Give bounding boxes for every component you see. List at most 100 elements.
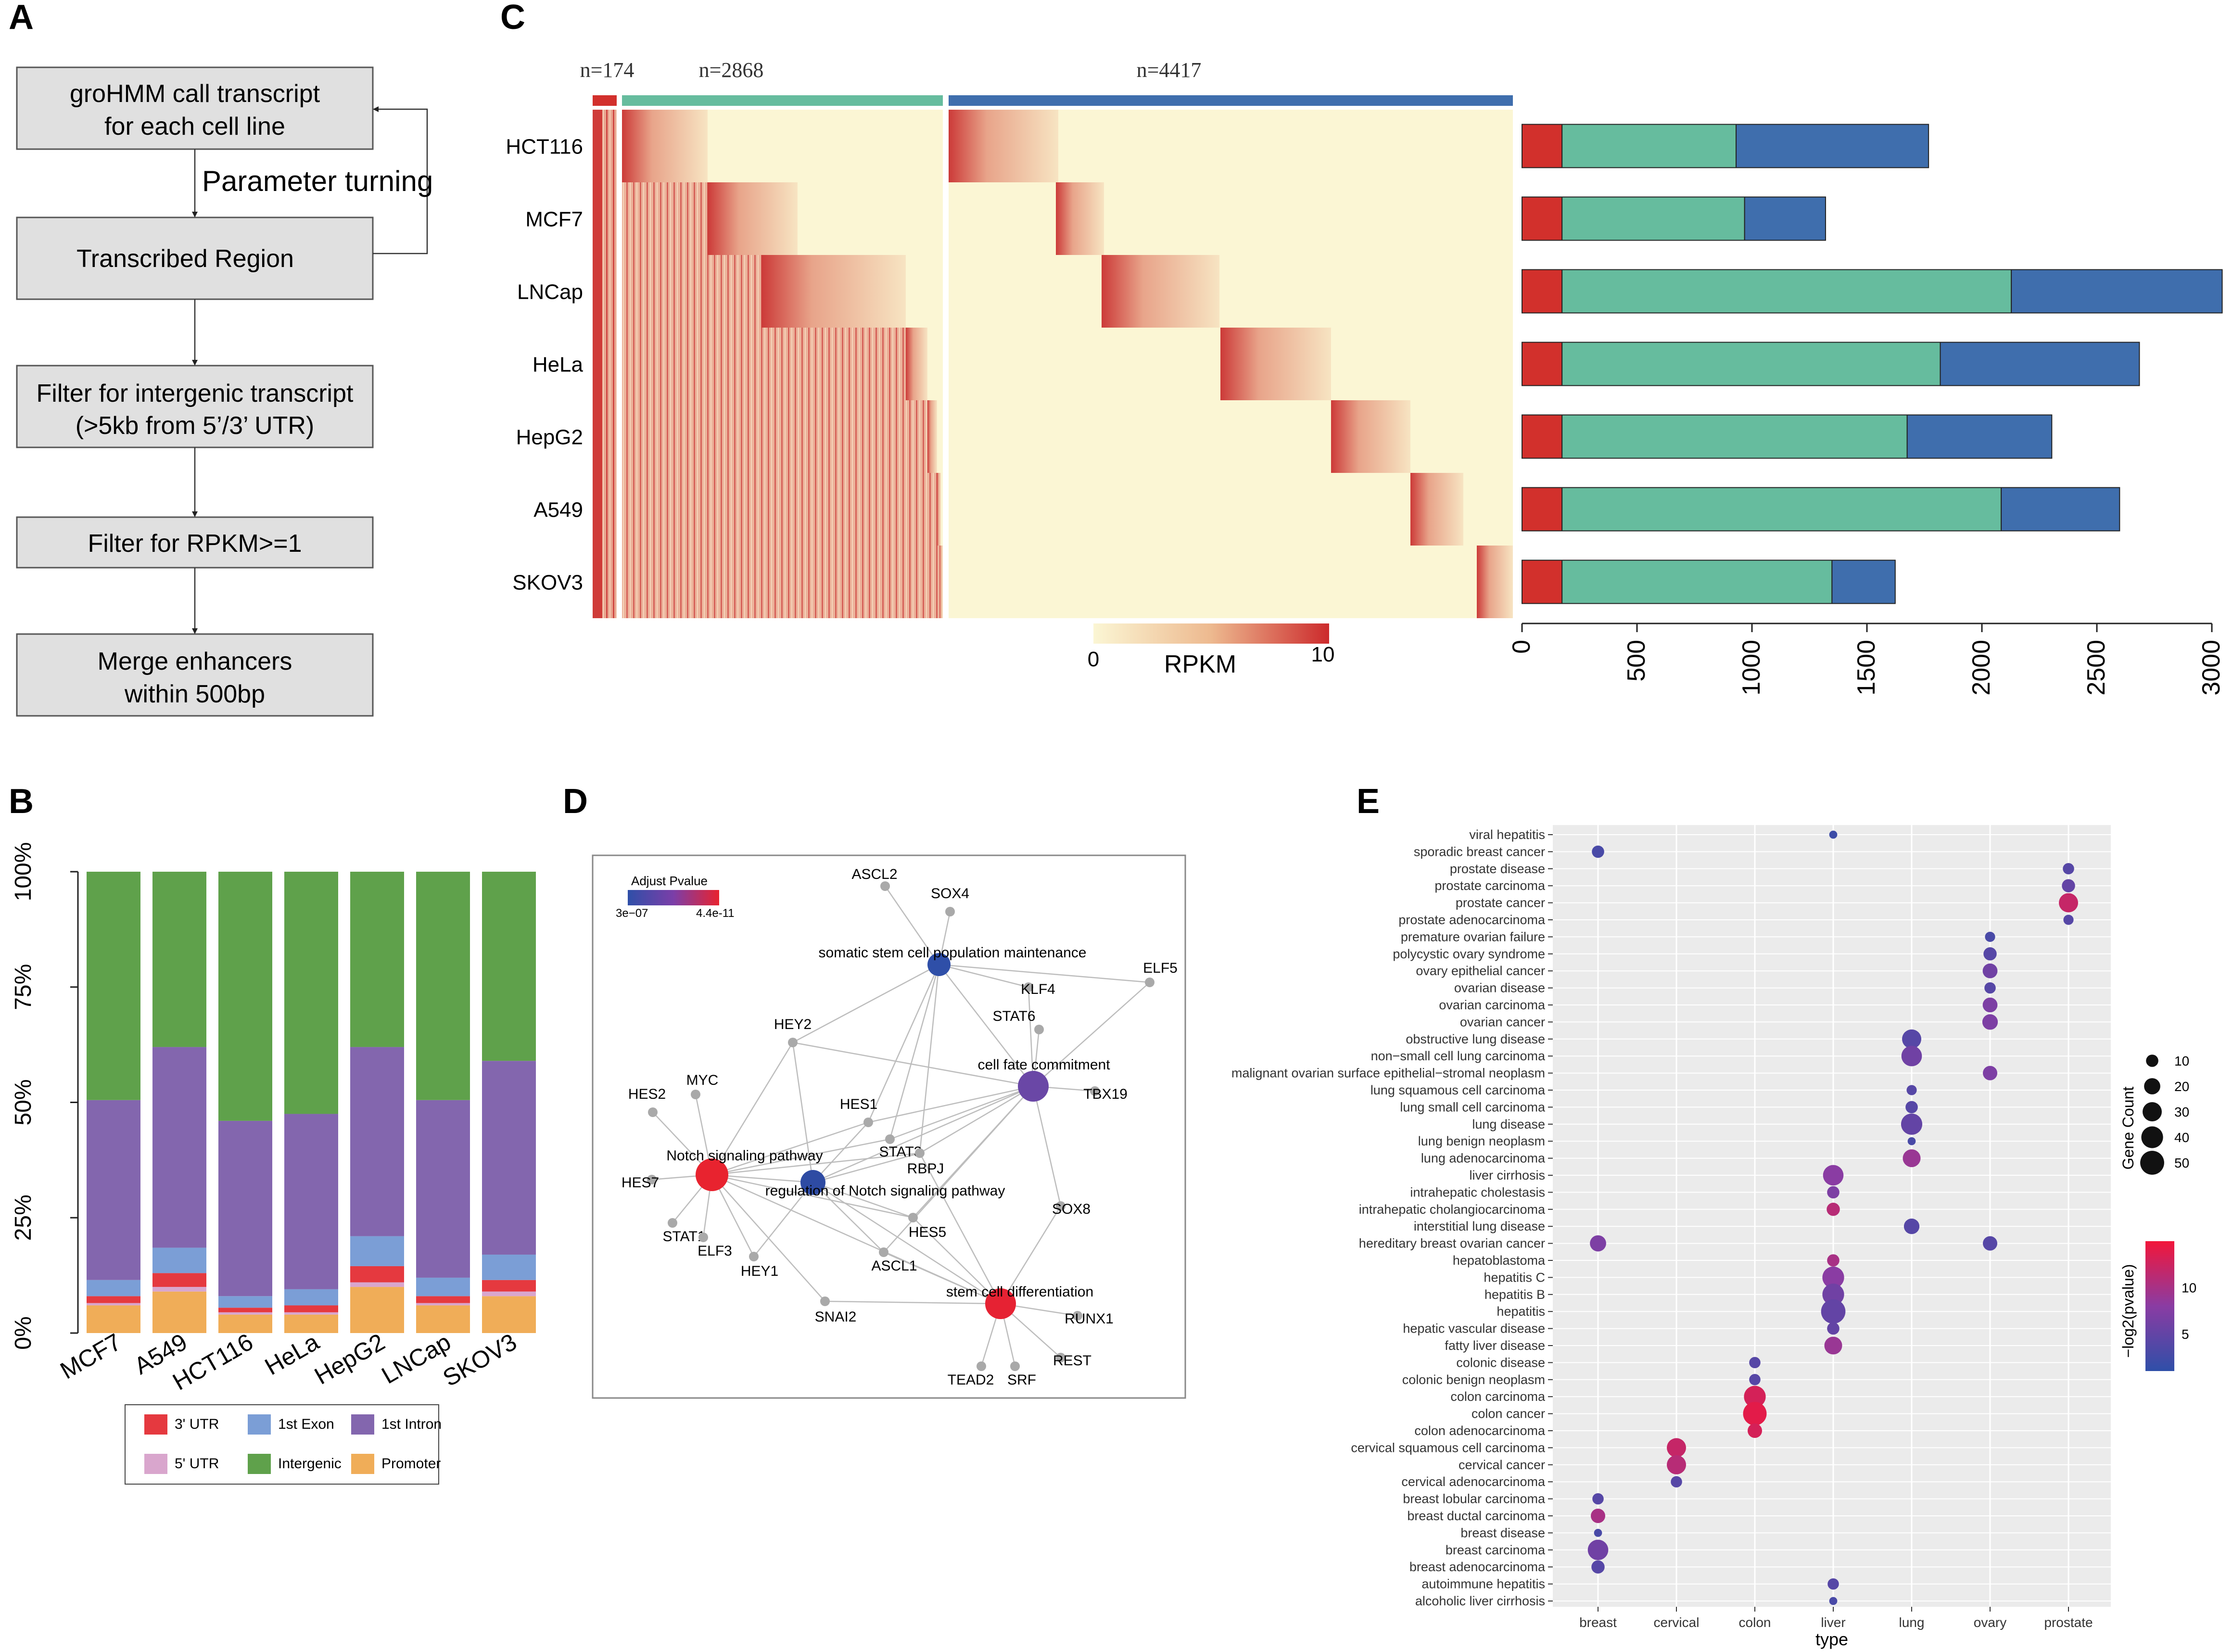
heatmap-group2-row-4 (622, 400, 937, 473)
panel-letter-c: C (500, 0, 525, 37)
network-edge-33 (753, 1182, 813, 1257)
y-label-12: obstructive lung disease (1406, 1032, 1545, 1046)
size-legend-label-50: 50 (2174, 1156, 2189, 1170)
gene-label-RUNX1: RUNX1 (1065, 1311, 1114, 1327)
x-label-HepG2: HepG2 (310, 1328, 389, 1390)
dot-11 (1982, 1014, 1998, 1030)
network-edge-4 (792, 964, 939, 1043)
dot-39 (1671, 1476, 1682, 1487)
bar-LNCap-Promoter (416, 1305, 470, 1333)
panel-d-network: Adjust Pvalue 3e−07 4.4e-11 ASCL2 SOX4 ELF5 KL… (592, 854, 1186, 1399)
dot-40 (1592, 1493, 1604, 1505)
flowchart: groHMM call transcript for each cell lin… (16, 66, 433, 717)
loop-arrow (373, 106, 428, 254)
bar-LNCap-3' UTR (416, 1296, 470, 1303)
x-label-MCF7: MCF7 (56, 1328, 126, 1385)
legend-label-5: Promoter (381, 1456, 441, 1472)
bar-MCF7-Intergenic (87, 872, 140, 1100)
network-edge-11 (792, 1042, 1034, 1087)
panel-letter-e: E (1357, 782, 1380, 821)
bar-SKOV3-1st Intron (482, 1061, 536, 1255)
panel-e-dotplot: viral hepatitis sporadic breast cancer pro… (1231, 825, 2196, 1649)
color-legend-tick-5: 5 (2182, 1327, 2189, 1342)
gene-node-HEY1 (749, 1252, 759, 1261)
network-hub-edge-2 (939, 964, 1034, 1087)
network-edge-27 (711, 1138, 890, 1176)
bar-HepG2-1st Intron (350, 1047, 404, 1236)
y-label-26: hepatitis C (1484, 1270, 1545, 1284)
heatmap-group2-row-3 (622, 328, 927, 400)
panel-letter-b: B (9, 782, 34, 821)
row-label-HeLa: HeLa (533, 353, 584, 377)
gene-label-STAT6: STAT6 (993, 1008, 1036, 1024)
x-tick-label-2000: 2000 (1967, 640, 1995, 696)
network-edge-26 (711, 1121, 869, 1176)
y-label-11: ovarian cancer (1460, 1015, 1545, 1029)
y-label-18: lung benign neoplasm (1418, 1134, 1545, 1148)
y-label-29: hepatic vascular disease (1403, 1322, 1545, 1336)
color-legend-tick-10: 10 (2182, 1280, 2196, 1295)
gene-label-TEAD2: TEAD2 (948, 1372, 994, 1388)
y-label-2: prostate disease (1450, 862, 1545, 876)
y-label-22: intrahepatic cholangiocarcinoma (1359, 1202, 1546, 1217)
size-legend-label-10: 10 (2174, 1054, 2189, 1068)
cell-line-count-bars: 0 500 1000 1500 2000 2500 3000 (1508, 124, 2225, 696)
bar-HepG2-2 (1906, 414, 2053, 459)
legend-swatch-4 (248, 1454, 271, 1474)
dot-19 (1903, 1149, 1921, 1168)
network-edge-13 (868, 1085, 1034, 1123)
dot-0 (1829, 830, 1838, 839)
dot-3 (2062, 879, 2075, 892)
size-legend-dot-50 (2140, 1151, 2164, 1175)
heatmap-group2-diag-4 (927, 400, 937, 473)
gene-label-HEY1: HEY1 (741, 1263, 778, 1279)
network-hub-edge-4 (812, 1182, 1001, 1305)
y-label-14: malignant ovarian surface epithelial−str… (1231, 1066, 1545, 1080)
y-label-10: ovarian carcinoma (1439, 998, 1546, 1012)
group-count-label-1: n=2868 (699, 58, 764, 82)
y-label-13: non−small cell lung carcinoma (1371, 1049, 1546, 1063)
bar-HeLa-1st Exon (284, 1289, 338, 1306)
dot-6 (1985, 931, 1995, 942)
flow-box-1-line2: for each cell line (104, 113, 285, 140)
legend-swatch-2 (351, 1414, 374, 1435)
network-edge-5 (867, 964, 940, 1123)
bar-HCT116-0 (1522, 124, 1563, 168)
y-label-40: breast ductal carcinoma (1407, 1509, 1546, 1523)
bar-SKOV3-3' UTR (482, 1280, 536, 1292)
y-label-4: prostate cancer (1456, 896, 1545, 910)
y-label-16: lung small cell carcinoma (1400, 1100, 1546, 1114)
gene-label-HES2: HES2 (628, 1086, 666, 1102)
pvalue-legend-max: 4.4e-11 (696, 907, 735, 920)
bar-A549-3' UTR (152, 1273, 206, 1287)
y-tick-label-3: 75% (11, 964, 36, 1010)
bar-HCT116-3' UTR (218, 1308, 272, 1312)
bar-A549-Intergenic (152, 872, 206, 1047)
bar-HeLa-Promoter (284, 1314, 338, 1333)
gene-label-KLF4: KLF4 (1021, 981, 1055, 997)
dot-25 (1982, 1236, 1998, 1251)
legend-label-1: 1st Exon (278, 1416, 334, 1432)
y-label-28: hepatitis (1497, 1304, 1545, 1319)
flow-box-5-line2: within 500bp (124, 680, 265, 708)
gene-node-RBPJ (915, 1148, 925, 1158)
y-label-33: colon carcinoma (1450, 1389, 1546, 1404)
flow-box-4: Filter for RPKM>=1 (16, 516, 374, 569)
heatmap-separator-1 (617, 110, 622, 618)
size-legend-label-20: 20 (2174, 1079, 2189, 1094)
x-tick-label-3000: 3000 (2197, 640, 2225, 696)
row-label-LNCap: LNCap (517, 280, 583, 304)
hub-node-3 (800, 1170, 825, 1195)
gene-label-HEY2: HEY2 (774, 1017, 812, 1032)
bar-HCT116-2 (1736, 124, 1929, 168)
gene-label-MYC: MYC (686, 1072, 719, 1088)
size-legend-label-40: 40 (2174, 1130, 2189, 1145)
bar-HepG2-1 (1561, 414, 1908, 459)
bar-HeLa-1st Intron (284, 1114, 338, 1289)
flow-box-2-line1: Transcribed Region (76, 245, 294, 273)
gene-node-STAT3 (885, 1134, 895, 1144)
network-edge-0 (884, 886, 940, 965)
network-edge-14 (889, 1085, 1034, 1140)
gene-label-HES5: HES5 (909, 1224, 946, 1240)
network-edge-15 (919, 1085, 1034, 1154)
